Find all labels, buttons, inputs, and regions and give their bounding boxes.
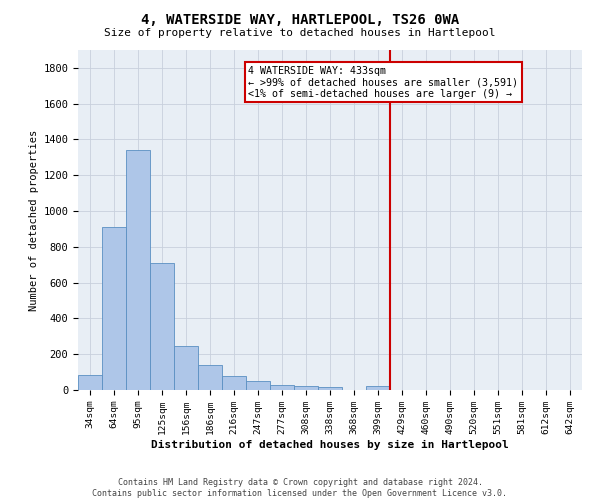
Bar (270, 385, 294, 390)
Bar (246, 380, 270, 390)
Bar (222, 376, 246, 390)
Bar (366, 386, 390, 390)
Text: 4, WATERSIDE WAY, HARTLEPOOL, TS26 0WA: 4, WATERSIDE WAY, HARTLEPOOL, TS26 0WA (141, 12, 459, 26)
Bar (294, 386, 318, 390)
Y-axis label: Number of detached properties: Number of detached properties (29, 130, 39, 310)
Bar (318, 387, 342, 390)
Bar (78, 375, 102, 390)
Text: Size of property relative to detached houses in Hartlepool: Size of property relative to detached ho… (104, 28, 496, 38)
Text: 4 WATERSIDE WAY: 433sqm
← >99% of detached houses are smaller (3,591)
<1% of sem: 4 WATERSIDE WAY: 433sqm ← >99% of detach… (248, 66, 518, 99)
Bar (126, 150, 150, 390)
Bar (198, 365, 222, 390)
X-axis label: Distribution of detached houses by size in Hartlepool: Distribution of detached houses by size … (151, 440, 509, 450)
Text: Contains HM Land Registry data © Crown copyright and database right 2024.
Contai: Contains HM Land Registry data © Crown c… (92, 478, 508, 498)
Bar (102, 227, 126, 390)
Bar (174, 346, 198, 390)
Bar (150, 263, 174, 390)
